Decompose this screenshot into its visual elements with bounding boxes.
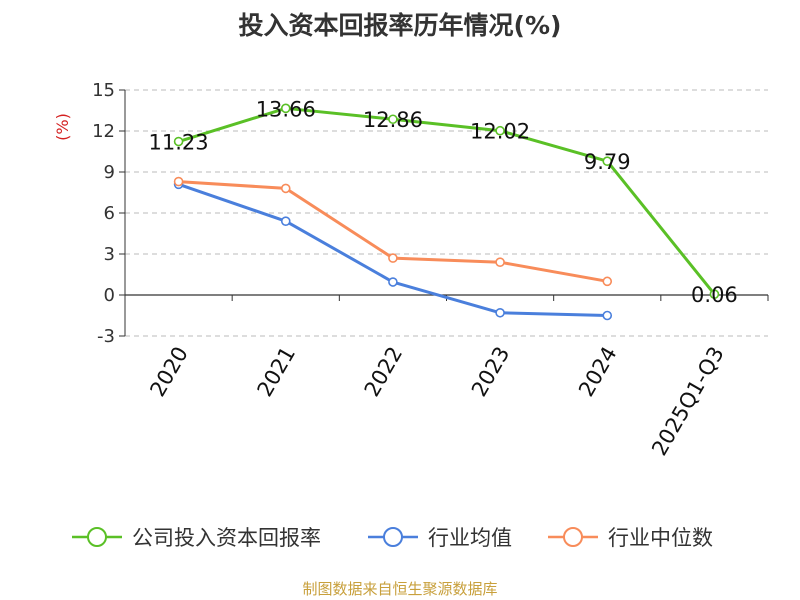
- legend-swatch-marker: [563, 527, 583, 547]
- legend-label: 公司投入资本回报率: [132, 526, 321, 550]
- series-line: [178, 180, 608, 283]
- source-note: 制图数据来自恒生聚源数据库: [302, 580, 498, 598]
- data-point: [388, 114, 398, 125]
- y-tick-label: 9: [104, 162, 115, 183]
- data-point: [173, 176, 184, 187]
- legend: 公司投入资本回报率 行业均值 行业中位数: [72, 526, 713, 550]
- y-tick-label: 0: [104, 285, 115, 306]
- data-label: 13.66: [256, 97, 316, 121]
- legend-swatch-marker: [87, 527, 107, 547]
- data-point: [495, 257, 505, 268]
- x-tick-label: 2025Q1-Q3: [647, 343, 729, 460]
- data-point: [602, 156, 613, 167]
- legend-label: 行业中位数: [608, 526, 713, 550]
- x-tick-label: 2023: [467, 343, 515, 401]
- data-point: [173, 136, 184, 147]
- series-line: [178, 106, 716, 296]
- series-line: [178, 182, 608, 317]
- legend-swatch-marker: [383, 527, 403, 547]
- data-point: [709, 289, 720, 299]
- chart-title: 投入资本回报率历年情况(%): [238, 11, 562, 40]
- data-point: [602, 276, 613, 287]
- data-labels: 11.23 13.66 12.86 12.02 9.79 0.06: [149, 97, 738, 307]
- data-point: [602, 310, 613, 321]
- data-point: [280, 183, 291, 194]
- y-tick-label: 15: [92, 80, 115, 101]
- data-point: [388, 277, 398, 287]
- y-axis-label: (%): [53, 113, 72, 141]
- data-label: 9.79: [584, 150, 631, 174]
- data-label: 0.06: [691, 283, 738, 307]
- x-tick-label: 2020: [145, 343, 193, 401]
- data-point: [280, 103, 291, 114]
- y-tick-label: 12: [92, 121, 115, 142]
- y-tick-label: 6: [104, 203, 115, 224]
- y-tick-label: 3: [104, 244, 115, 265]
- x-tick-label: 2024: [574, 343, 622, 401]
- data-label: 12.02: [470, 120, 530, 144]
- x-tick-label: 2022: [360, 343, 408, 401]
- data-point: [495, 125, 505, 136]
- data-point: [495, 307, 505, 318]
- data-point: [280, 216, 291, 226]
- y-tick-label: -3: [97, 326, 115, 347]
- grid-lines: [125, 89, 768, 337]
- x-tick-label: 2021: [253, 343, 301, 401]
- data-point: [388, 253, 398, 263]
- data-label: 11.23: [149, 131, 209, 155]
- legend-label: 行业均值: [428, 526, 512, 550]
- series-group: [173, 103, 720, 321]
- data-label: 12.86: [363, 108, 423, 132]
